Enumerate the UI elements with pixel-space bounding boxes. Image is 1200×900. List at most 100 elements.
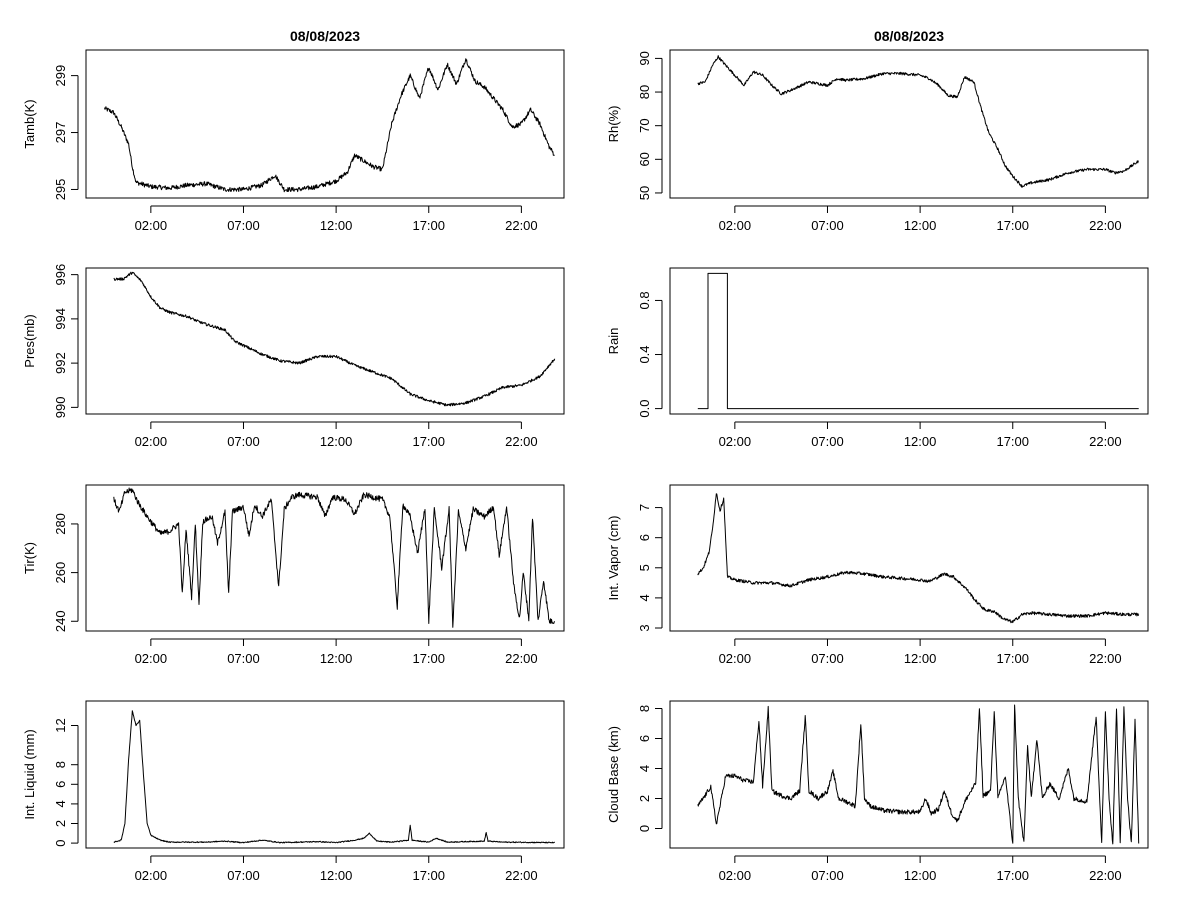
y-tick-label: 3 <box>637 624 652 631</box>
x-tick-label: 22:00 <box>505 218 538 233</box>
y-tick-label: 7 <box>637 504 652 511</box>
x-tick-label: 02:00 <box>135 651 168 666</box>
y-axis-label: Tir(K) <box>22 542 37 574</box>
y-axis-label: Int. Vapor (cm) <box>606 515 621 600</box>
y-tick-label: 70 <box>637 118 652 132</box>
panel-6: Int. Vapor (cm) 3 4 5 6 7 02:00 07:00 12:00 17:00… <box>606 484 1149 666</box>
plot-frame <box>669 484 1149 632</box>
x-tick-label: 12:00 <box>904 218 937 233</box>
y-tick-label: 0.0 <box>637 400 652 418</box>
x-tick-label: 12:00 <box>904 651 937 666</box>
x-tick-label: 17:00 <box>996 651 1029 666</box>
y-tick-label: 8 <box>637 705 652 712</box>
y-axis-label: Rh(%) <box>606 106 621 143</box>
y-tick-label: 260 <box>53 562 68 584</box>
x-tick-label: 12:00 <box>320 651 353 666</box>
series-line <box>104 58 555 193</box>
y-tick-label: 6 <box>53 781 68 788</box>
y-tick-label: 299 <box>53 65 68 87</box>
panel-5: Tir(K) 240 260 280 02:00 07:00 12:00 17:00 22:00 <box>22 484 565 666</box>
y-tick-label: 996 <box>53 264 68 286</box>
y-tick-label: 0.4 <box>637 345 652 363</box>
y-tick-label: 12 <box>53 718 68 732</box>
y-tick-label: 994 <box>53 308 68 330</box>
x-tick-label: 07:00 <box>227 651 260 666</box>
x-tick-label: 17:00 <box>996 868 1029 883</box>
y-axis-label: Rain <box>606 328 621 355</box>
y-axis-label: Tamb(K) <box>22 99 37 148</box>
y-tick-label: 0 <box>53 839 68 846</box>
x-tick-label: 17:00 <box>996 218 1029 233</box>
x-tick-label: 17:00 <box>412 434 445 449</box>
plot-frame <box>85 700 565 849</box>
panel-7: Int. Liquid (mm) 0 2 4 6 8 12 02:00 07:00 12:00 17… <box>22 700 565 883</box>
y-tick-label: 80 <box>637 85 652 99</box>
panel-2: 08/08/2023 Rh(%) 50 60 70 80 90 02:00 07:00 12:00… <box>606 28 1149 233</box>
x-tick-label: 02:00 <box>719 651 752 666</box>
x-tick-label: 07:00 <box>811 434 844 449</box>
panel-8: Cloud Base (km) 0 2 4 6 8 02:00 07:00 12:00 17:00… <box>606 700 1149 883</box>
x-tick-label: 02:00 <box>719 218 752 233</box>
y-tick-label: 8 <box>53 761 68 768</box>
y-tick-label: 280 <box>53 513 68 535</box>
y-tick-label: 990 <box>53 397 68 419</box>
x-tick-label: 02:00 <box>135 868 168 883</box>
y-tick-label: 6 <box>637 534 652 541</box>
x-tick-label: 22:00 <box>505 651 538 666</box>
x-tick-label: 17:00 <box>412 868 445 883</box>
y-tick-label: 297 <box>53 122 68 144</box>
series-line <box>697 704 1140 845</box>
panel-3: Pres(mb) 990 992 994 996 02:00 07:00 12:00 17:00… <box>22 264 565 449</box>
y-tick-label: 6 <box>637 735 652 742</box>
x-tick-label: 12:00 <box>320 218 353 233</box>
x-tick-label: 17:00 <box>996 434 1029 449</box>
y-axis-label: Pres(mb) <box>22 314 37 367</box>
y-tick-label: 4 <box>637 594 652 601</box>
plot-title: 08/08/2023 <box>290 28 360 44</box>
plot-frame <box>85 267 565 415</box>
x-tick-label: 12:00 <box>320 868 353 883</box>
x-tick-label: 02:00 <box>719 434 752 449</box>
y-tick-label: 5 <box>637 564 652 571</box>
y-tick-label: 90 <box>637 51 652 65</box>
series-line <box>697 272 1139 410</box>
x-tick-label: 22:00 <box>505 434 538 449</box>
panel-1: 08/08/2023 Tamb(K) 295 297 299 02:00 07:00 12:0… <box>22 28 565 233</box>
plot-frame <box>85 484 565 632</box>
x-tick-label: 07:00 <box>227 434 260 449</box>
x-tick-label: 22:00 <box>1089 868 1122 883</box>
panel-4: Rain 0.0 0.4 0.8 02:00 07:00 12:00 17:00 22:00 <box>606 267 1149 449</box>
x-tick-label: 07:00 <box>811 651 844 666</box>
x-tick-label: 22:00 <box>1089 434 1122 449</box>
plot-frame <box>669 700 1149 849</box>
series-line <box>113 487 556 628</box>
x-tick-label: 02:00 <box>135 434 168 449</box>
x-tick-label: 02:00 <box>719 868 752 883</box>
plot-title: 08/08/2023 <box>874 28 944 44</box>
plot-frame <box>669 49 1149 199</box>
series-line <box>697 55 1139 188</box>
y-tick-label: 295 <box>53 179 68 201</box>
y-tick-label: 50 <box>637 186 652 200</box>
x-tick-label: 22:00 <box>1089 218 1122 233</box>
y-tick-label: 2 <box>637 795 652 802</box>
x-tick-label: 12:00 <box>904 868 937 883</box>
x-tick-label: 12:00 <box>904 434 937 449</box>
y-tick-label: 0.8 <box>637 291 652 309</box>
x-tick-label: 07:00 <box>227 868 260 883</box>
x-tick-label: 07:00 <box>811 218 844 233</box>
x-tick-label: 07:00 <box>227 218 260 233</box>
plot-frame <box>85 49 565 199</box>
series-line <box>697 493 1140 624</box>
x-tick-label: 17:00 <box>412 651 445 666</box>
y-tick-label: 240 <box>53 610 68 632</box>
x-tick-label: 12:00 <box>320 434 353 449</box>
y-axis-label: Int. Liquid (mm) <box>22 729 37 819</box>
series-line <box>113 271 556 407</box>
y-tick-label: 60 <box>637 152 652 166</box>
y-tick-label: 992 <box>53 352 68 374</box>
x-tick-label: 02:00 <box>135 218 168 233</box>
y-tick-label: 0 <box>637 825 652 832</box>
x-tick-label: 07:00 <box>811 868 844 883</box>
